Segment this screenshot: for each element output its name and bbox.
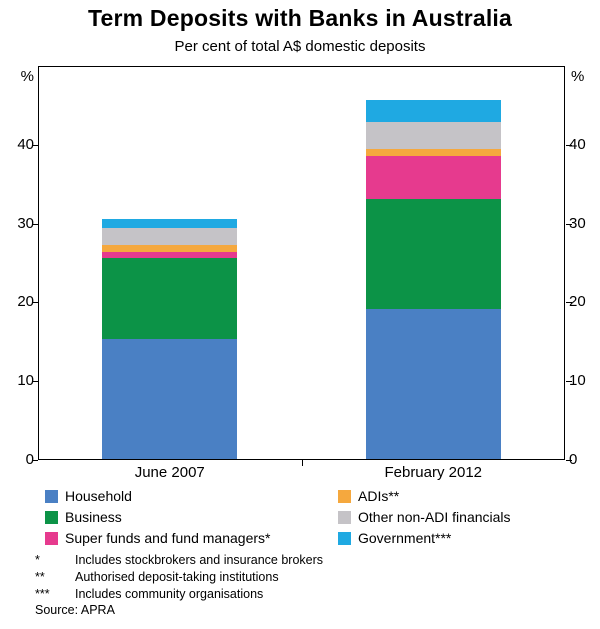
y-tick-mark-right	[566, 144, 572, 146]
footnotes: * Includes stockbrokers and insurance bro…	[35, 552, 575, 603]
footnote-marker: ***	[35, 587, 50, 601]
footnote-text: Includes community organisations	[75, 587, 264, 601]
y-tick-label-left-0: 0	[25, 451, 34, 468]
bar-segment-february-2012-adis-	[365, 149, 501, 156]
legend-item-business: Business	[45, 508, 122, 526]
legend-item-household: Household	[45, 487, 132, 505]
bar-segment-february-2012-government-	[365, 100, 501, 122]
bar-segment-june-2007-business	[102, 258, 238, 340]
legend-swatch	[45, 489, 58, 503]
legend-item-adis-: ADIs**	[338, 487, 399, 505]
y-tick-mark-left	[32, 381, 38, 383]
footnote-text: Includes stockbrokers and insurance brok…	[75, 553, 324, 567]
footnote-text: Authorised deposit-taking institutions	[75, 570, 279, 584]
bar-segment-june-2007-super-funds-and-fund-managers-	[102, 251, 238, 259]
x-axis-centre-tick	[301, 460, 303, 466]
chart-title: Term Deposits with Banks in Australia	[87, 5, 513, 31]
y-tick-mark-left	[32, 460, 38, 461]
plot-area	[38, 66, 565, 460]
y-tick-label-right-10: 10	[569, 372, 586, 390]
y-tick-mark-left	[32, 144, 38, 146]
legend-label: Government***	[358, 530, 452, 546]
legend-item-other-non-adi-financials: Other non-ADI financials	[338, 508, 511, 526]
y-axis-unit-right: %	[571, 68, 585, 85]
source-note: Source: APRA	[35, 603, 115, 617]
legend-label: Super funds and fund managers*	[65, 530, 271, 546]
y-tick-label-right-40: 40	[569, 135, 586, 153]
legend-label: ADIs**	[358, 488, 400, 504]
bar-segment-february-2012-business	[365, 198, 501, 310]
legend-swatch	[45, 531, 58, 545]
bar-segment-february-2012-household	[365, 309, 501, 459]
legend-label: Other non-ADI financials	[358, 509, 511, 525]
footnote-2: ** Authorised deposit-taking institutions	[35, 569, 575, 586]
y-tick-label-left-40: 40	[17, 135, 34, 153]
bar-segment-june-2007-adis-	[102, 244, 238, 252]
y-tick-label-left-30: 30	[17, 214, 34, 232]
footnote-3: *** Includes community organisations	[35, 586, 575, 603]
x-axis-label-february-2012: February 2012	[384, 464, 483, 481]
legend-item-super-funds-and-fund-managers-: Super funds and fund managers*	[45, 529, 270, 547]
chart-subtitle: Per cent of total A$ domestic deposits	[174, 38, 426, 55]
legend: Household Business Super funds and fund ma…	[0, 487, 600, 551]
y-tick-label-right-30: 30	[569, 214, 586, 232]
footnote-marker: *	[35, 553, 40, 567]
y-tick-mark-right	[566, 223, 572, 225]
y-tick-mark-left	[32, 223, 38, 225]
x-axis-label-june-2007: June 2007	[134, 464, 205, 481]
y-tick-label-left-20: 20	[17, 293, 34, 311]
y-tick-mark-right	[566, 302, 572, 304]
footnote-marker: **	[35, 570, 45, 584]
legend-label: Business	[65, 509, 122, 525]
bar-segment-june-2007-household	[102, 339, 238, 459]
y-tick-label-left-10: 10	[17, 372, 34, 390]
footnote-1: * Includes stockbrokers and insurance bro…	[35, 552, 575, 569]
legend-item-government-: Government***	[338, 529, 451, 547]
legend-swatch	[338, 510, 351, 524]
y-tick-mark-right	[566, 460, 572, 461]
y-tick-label-right-20: 20	[569, 293, 586, 311]
legend-label: Household	[65, 488, 132, 504]
bar-segment-february-2012-other-non-adi-financials	[365, 121, 501, 150]
y-tick-mark-left	[32, 302, 38, 304]
legend-swatch	[338, 531, 351, 545]
y-axis-unit-left: %	[20, 68, 34, 85]
bar-segment-february-2012-super-funds-and-fund-managers-	[365, 155, 501, 199]
y-tick-label-right-0: 0	[569, 451, 578, 468]
legend-swatch	[45, 510, 58, 524]
bar-segment-june-2007-government-	[102, 218, 238, 229]
y-tick-mark-right	[566, 381, 572, 383]
legend-swatch	[338, 489, 351, 503]
bar-segment-june-2007-other-non-adi-financials	[102, 228, 238, 245]
